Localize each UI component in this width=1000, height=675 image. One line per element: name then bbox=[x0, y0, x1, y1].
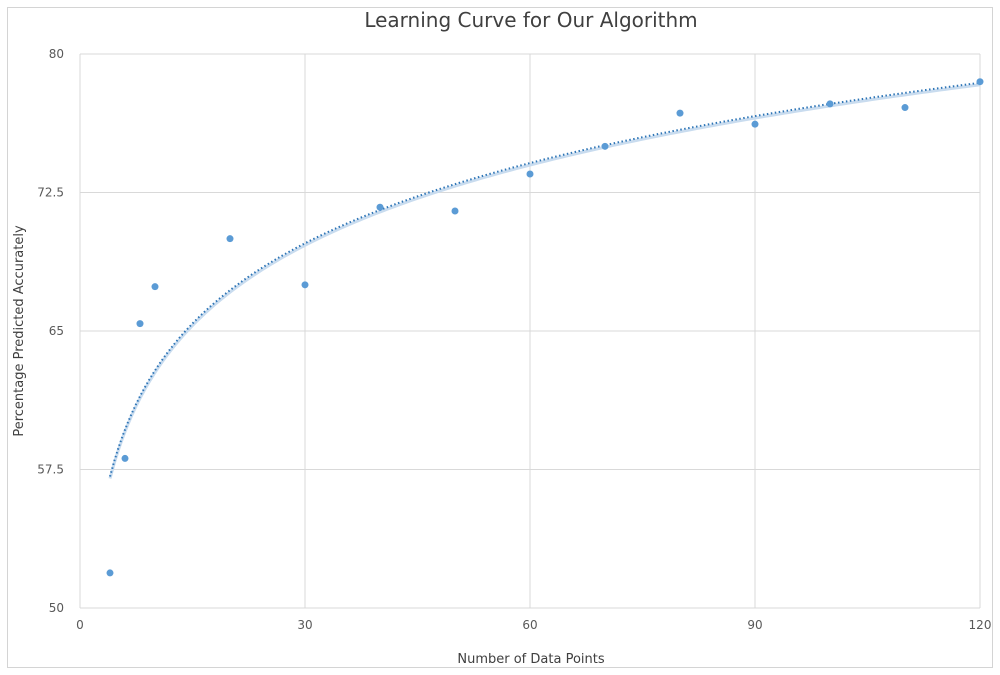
data-point bbox=[226, 235, 234, 243]
data-points bbox=[106, 78, 984, 577]
trendline-shadow bbox=[108, 83, 981, 479]
data-point bbox=[121, 454, 129, 462]
y-tick-label: 50 bbox=[49, 601, 64, 615]
data-point bbox=[301, 281, 309, 289]
data-point bbox=[151, 283, 159, 291]
chart-title: Learning Curve for Our Algorithm bbox=[364, 8, 697, 32]
data-point bbox=[451, 207, 459, 215]
x-tick-label: 90 bbox=[747, 618, 762, 632]
x-tick-label: 60 bbox=[522, 618, 537, 632]
grid-lines bbox=[79, 53, 981, 609]
data-point bbox=[826, 100, 834, 108]
data-point bbox=[376, 203, 384, 211]
y-tick-label: 65 bbox=[49, 324, 64, 338]
x-tick-label: 120 bbox=[969, 618, 992, 632]
data-point bbox=[901, 104, 909, 112]
x-tick-label: 0 bbox=[76, 618, 84, 632]
data-point bbox=[136, 320, 144, 328]
y-axis-label: Percentage Predicted Accurately bbox=[12, 225, 27, 437]
chart-frame bbox=[7, 7, 993, 668]
data-point bbox=[676, 109, 684, 117]
trendline bbox=[109, 81, 981, 477]
data-point bbox=[106, 569, 114, 577]
y-tick-label: 57.5 bbox=[37, 463, 64, 477]
data-point bbox=[751, 120, 759, 128]
data-point bbox=[976, 78, 984, 86]
trendline-layer bbox=[108, 81, 981, 479]
x-tick-label: 30 bbox=[297, 618, 312, 632]
data-point bbox=[601, 142, 609, 150]
y-tick-label: 72.5 bbox=[37, 186, 64, 200]
y-tick-label: 80 bbox=[49, 47, 64, 61]
data-point bbox=[526, 170, 534, 178]
x-axis-label: Number of Data Points bbox=[457, 652, 604, 667]
tick-labels: 50 57.5 65 72.5 80 0 30 60 90 120 bbox=[37, 47, 991, 632]
